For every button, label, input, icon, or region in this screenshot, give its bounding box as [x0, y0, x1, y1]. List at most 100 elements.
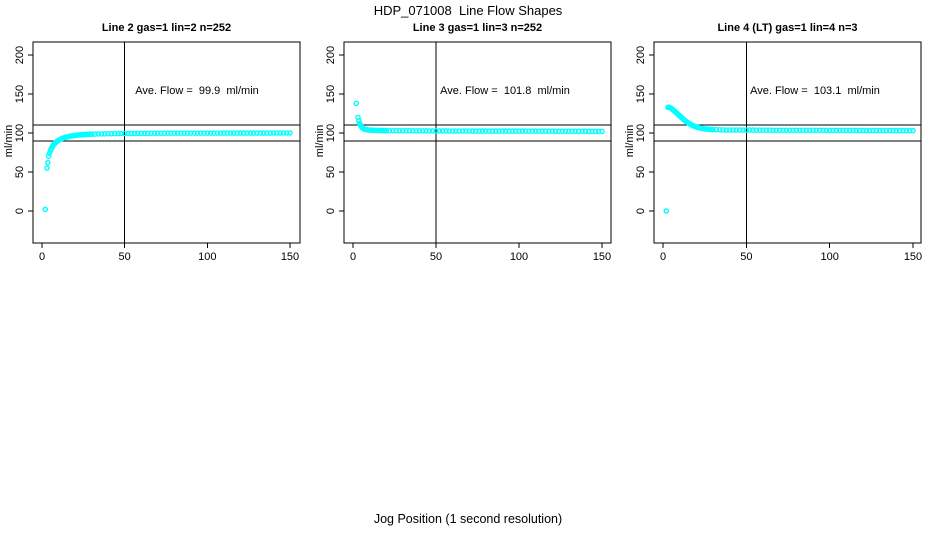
y-tick-label: 100	[635, 124, 647, 142]
data-point	[713, 126, 720, 133]
y-tick-label: 0	[635, 208, 647, 214]
data-point	[566, 128, 572, 135]
data-point	[589, 128, 595, 135]
panel-title-line3: Line 3 gas=1 lin=3 n=252	[412, 22, 543, 34]
y-tick-label: 100	[325, 124, 337, 142]
data-point	[532, 128, 539, 134]
data-point	[260, 130, 267, 136]
data-point	[502, 128, 509, 134]
data-point	[423, 127, 429, 134]
data-point	[128, 130, 135, 137]
panel-title-line2: Line 2 gas=1 lin=2 n=252	[101, 22, 232, 34]
data-point	[115, 130, 121, 137]
data-point	[576, 128, 582, 135]
y-axis-label-line4: ml/min	[624, 124, 636, 158]
data-point	[492, 128, 499, 134]
data-point	[763, 127, 770, 133]
data-point	[529, 128, 536, 134]
x-tick-label: 50	[430, 251, 442, 263]
data-point	[516, 128, 522, 134]
y-tick-label: 100	[14, 124, 26, 142]
data-point	[105, 130, 111, 137]
data-point	[433, 128, 439, 134]
data-point	[579, 128, 585, 135]
data-point	[890, 127, 896, 134]
data-point	[903, 127, 910, 134]
data-point	[446, 128, 453, 134]
data-point	[250, 130, 257, 136]
data-point	[98, 131, 105, 137]
data-point	[214, 130, 221, 136]
x-tick-label: 0	[660, 251, 666, 263]
x-tick-label: 50	[119, 251, 131, 263]
data-point	[453, 128, 459, 134]
data-point	[161, 130, 168, 137]
data-point	[396, 127, 403, 134]
data-point	[733, 127, 740, 133]
data-point	[187, 130, 194, 136]
data-point	[876, 127, 883, 134]
data-point	[800, 127, 806, 134]
data-point	[144, 130, 151, 137]
data-point	[770, 127, 776, 134]
data-point	[443, 128, 449, 134]
data-point	[716, 127, 723, 133]
data-point	[469, 128, 476, 134]
data-point	[820, 127, 826, 134]
data-point	[803, 127, 810, 134]
data-point	[496, 128, 502, 134]
data-point	[556, 128, 562, 135]
data-point	[509, 128, 516, 134]
data-point	[92, 131, 98, 137]
data-point	[267, 130, 274, 136]
y-tick-label: 150	[325, 85, 337, 103]
data-point	[906, 127, 913, 134]
data-point	[592, 128, 599, 135]
data-point	[886, 127, 893, 134]
y-tick-label: 200	[635, 46, 647, 64]
data-point	[108, 130, 115, 137]
data-point	[389, 127, 396, 134]
data-point	[95, 131, 101, 137]
panel-1: 0 50 100 150 0 50 100 150 200	[14, 41, 301, 263]
data-point	[247, 130, 254, 136]
plot-box	[32, 41, 301, 244]
data-point	[599, 128, 605, 135]
data-point	[227, 130, 234, 136]
data-point	[910, 127, 916, 134]
x-tick-label: 100	[510, 251, 528, 263]
y-tick-label: 150	[635, 85, 647, 103]
data-point	[893, 127, 900, 134]
data-point	[850, 127, 856, 134]
x-tick-label: 0	[39, 251, 45, 263]
data-point	[141, 130, 148, 137]
data-point	[463, 128, 469, 134]
data-point	[264, 130, 270, 136]
data-point	[393, 127, 400, 134]
data-point	[237, 130, 244, 136]
x-tick-label: 100	[820, 251, 838, 263]
data-point	[860, 127, 866, 134]
data-point	[760, 127, 766, 133]
data-point	[522, 128, 529, 134]
data-point	[793, 127, 800, 134]
data-point	[406, 127, 413, 134]
data-point	[234, 130, 240, 136]
data-point	[472, 128, 479, 134]
x-tick-label: 150	[281, 251, 299, 263]
x-axis: 0 50 100 150	[350, 243, 611, 263]
data-point	[663, 208, 670, 214]
data-point	[102, 130, 108, 137]
data-point	[786, 127, 793, 134]
data-point	[833, 127, 840, 134]
data-point	[519, 128, 526, 134]
data-point	[743, 127, 750, 133]
data-point	[148, 130, 154, 137]
data-point	[856, 127, 863, 134]
data-point	[569, 128, 575, 135]
data-point	[178, 130, 184, 136]
data-point	[780, 127, 786, 134]
data-point	[277, 130, 283, 136]
